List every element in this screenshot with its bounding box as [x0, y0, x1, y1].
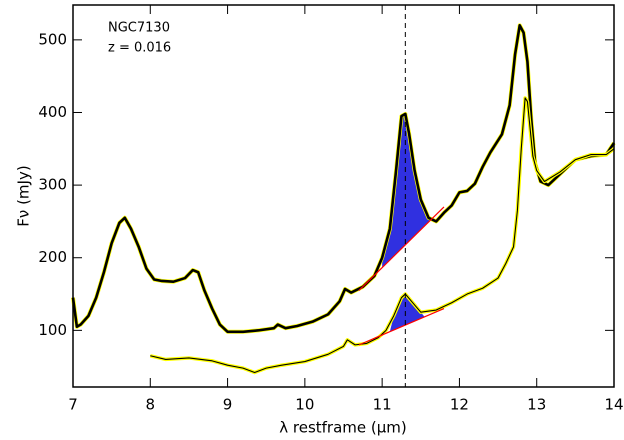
- spectrum-line: [150, 97, 615, 374]
- continuum-line: [358, 206, 445, 291]
- x-tick-label: 11: [373, 396, 392, 414]
- spectrum-halo: [71, 23, 616, 334]
- y-tick-label: 400: [38, 103, 67, 121]
- y-tick-label: 100: [38, 321, 67, 339]
- x-tick-label: 7: [68, 396, 78, 414]
- spectrum-halo: [149, 96, 616, 375]
- continuum-line: [358, 308, 445, 346]
- y-tick-label: 500: [38, 30, 67, 48]
- x-tick-label: 10: [295, 396, 314, 414]
- annotation: NGC7130: [108, 21, 170, 36]
- x-tick-label: 12: [450, 396, 469, 414]
- feature-fill: [382, 113, 433, 268]
- spectrum-line: [71, 24, 616, 334]
- y-tick-label: 200: [38, 248, 67, 266]
- x-tick-label: 14: [604, 396, 623, 414]
- annotation: z = 0.016: [108, 41, 171, 56]
- y-tick-label: 300: [38, 176, 67, 194]
- x-tick-label: 8: [146, 396, 156, 414]
- plot-frame: [72, 4, 615, 388]
- x-axis-label: λ restframe (μm): [279, 419, 407, 437]
- x-tick-label: 13: [527, 396, 546, 414]
- y-axis-label: Fν (mJy): [15, 165, 33, 226]
- feature-fill: [389, 294, 425, 332]
- x-tick-label: 9: [223, 396, 233, 414]
